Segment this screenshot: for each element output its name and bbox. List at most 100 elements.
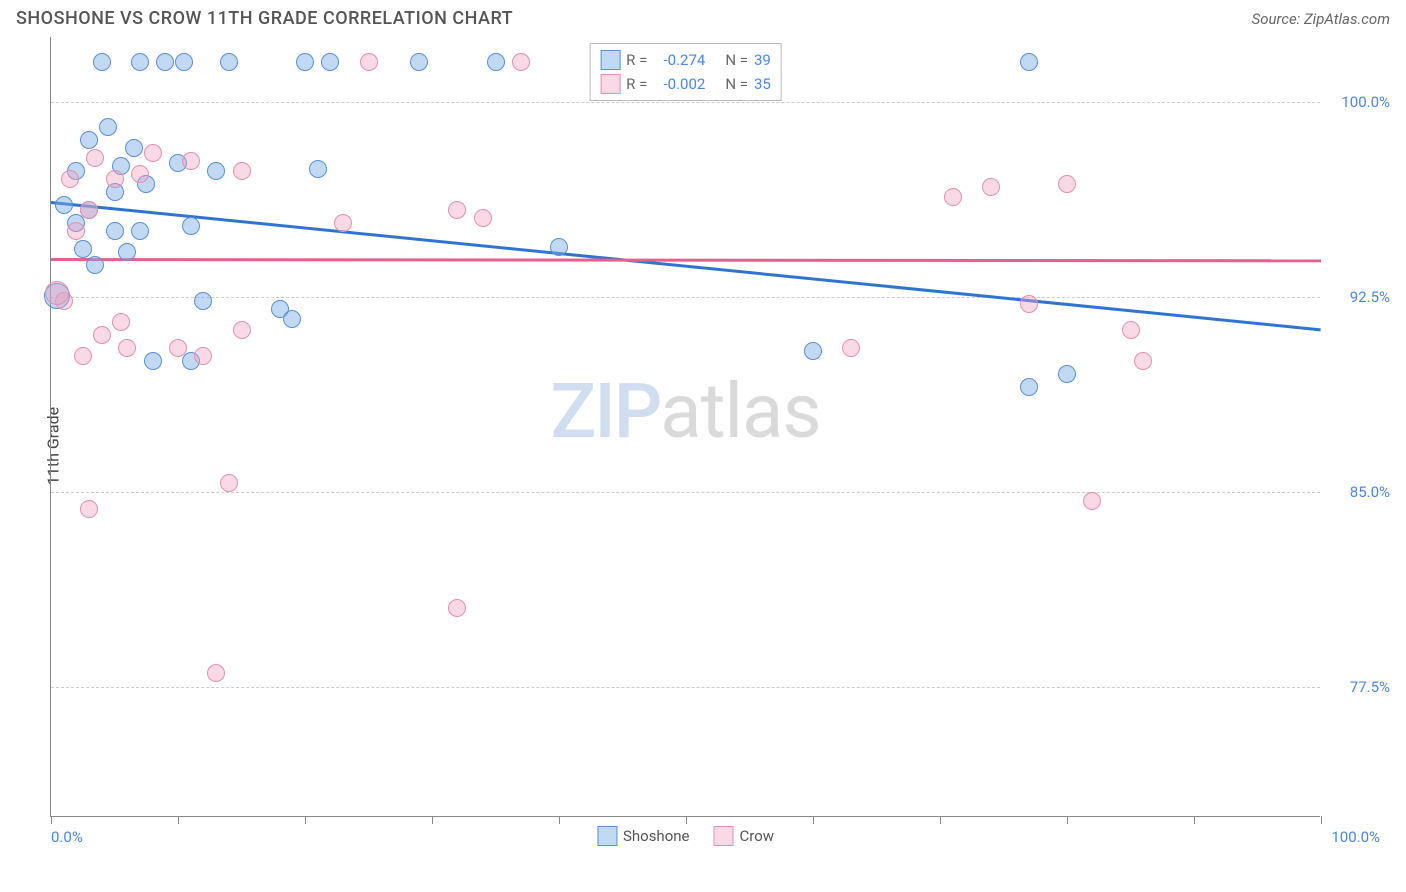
x-tick bbox=[305, 816, 306, 824]
data-point bbox=[1020, 53, 1038, 71]
data-point bbox=[1083, 492, 1101, 510]
trend-line bbox=[51, 258, 1321, 262]
data-point bbox=[842, 339, 860, 357]
data-point bbox=[448, 201, 466, 219]
data-point bbox=[194, 292, 212, 310]
data-point bbox=[194, 347, 212, 365]
legend-item: Crow bbox=[714, 826, 775, 846]
stat-r-value: -0.002 bbox=[653, 75, 705, 93]
data-point bbox=[144, 352, 162, 370]
data-point bbox=[1020, 378, 1038, 396]
x-tick bbox=[1067, 816, 1068, 824]
data-point bbox=[74, 240, 92, 258]
legend-swatch bbox=[597, 826, 617, 846]
stat-n-label: N = bbox=[725, 75, 748, 93]
x-tick bbox=[686, 816, 687, 824]
data-point bbox=[360, 53, 378, 71]
data-point bbox=[1058, 175, 1076, 193]
x-tick bbox=[432, 816, 433, 824]
data-point bbox=[309, 160, 327, 178]
data-point bbox=[80, 500, 98, 518]
x-tick bbox=[1321, 816, 1322, 824]
chart-title: SHOSHONE VS CROW 11TH GRADE CORRELATION … bbox=[16, 8, 513, 29]
data-point bbox=[182, 217, 200, 235]
y-tick-label: 77.5% bbox=[1330, 678, 1390, 696]
stats-legend-row: R = -0.274 N = 39 bbox=[600, 48, 771, 72]
data-point bbox=[61, 170, 79, 188]
trend-line bbox=[51, 201, 1321, 331]
scatter-chart: ZIPatlas 100.0%92.5%85.0%77.5%0.0%100.0%… bbox=[50, 37, 1320, 817]
data-point bbox=[169, 339, 187, 357]
legend-label: Shoshone bbox=[623, 827, 690, 845]
data-point bbox=[112, 313, 130, 331]
data-point bbox=[106, 222, 124, 240]
data-point bbox=[131, 53, 149, 71]
header: SHOSHONE VS CROW 11TH GRADE CORRELATION … bbox=[0, 0, 1406, 33]
source-label: Source: ZipAtlas.com bbox=[1252, 10, 1390, 28]
stats-legend: R = -0.274 N = 39R = -0.002 N = 35 bbox=[589, 43, 782, 101]
data-point bbox=[118, 339, 136, 357]
data-point bbox=[804, 342, 822, 360]
x-tick bbox=[940, 816, 941, 824]
legend-label: Crow bbox=[740, 827, 775, 845]
data-point bbox=[86, 256, 104, 274]
x-tick bbox=[178, 816, 179, 824]
stat-r-label: R = bbox=[626, 51, 647, 69]
data-point bbox=[233, 321, 251, 339]
data-point bbox=[182, 152, 200, 170]
watermark-atlas: atlas bbox=[660, 366, 820, 456]
gridline bbox=[51, 297, 1320, 298]
data-point bbox=[321, 53, 339, 71]
data-point bbox=[45, 281, 69, 305]
x-tick bbox=[813, 816, 814, 824]
x-tick bbox=[1194, 816, 1195, 824]
data-point bbox=[207, 664, 225, 682]
stat-n-value: 35 bbox=[754, 75, 771, 93]
data-point bbox=[106, 170, 124, 188]
data-point bbox=[118, 243, 136, 261]
legend-swatch bbox=[600, 74, 620, 94]
gridline bbox=[51, 102, 1320, 103]
y-tick-label: 100.0% bbox=[1330, 93, 1390, 111]
data-point bbox=[410, 53, 428, 71]
data-point bbox=[144, 144, 162, 162]
data-point bbox=[1058, 365, 1076, 383]
x-tick bbox=[51, 816, 52, 824]
data-point bbox=[125, 139, 143, 157]
data-point bbox=[334, 214, 352, 232]
watermark: ZIPatlas bbox=[550, 366, 820, 456]
legend-item: Shoshone bbox=[597, 826, 690, 846]
data-point bbox=[55, 196, 73, 214]
data-point bbox=[474, 209, 492, 227]
x-axis-max-label: 100.0% bbox=[1331, 828, 1380, 846]
gridline bbox=[51, 687, 1320, 688]
data-point bbox=[487, 53, 505, 71]
watermark-zip: ZIP bbox=[550, 366, 660, 456]
data-point bbox=[982, 178, 1000, 196]
data-point bbox=[220, 53, 238, 71]
x-tick bbox=[559, 816, 560, 824]
stat-n-value: 39 bbox=[754, 51, 771, 69]
data-point bbox=[944, 188, 962, 206]
data-point bbox=[512, 53, 530, 71]
stat-r-value: -0.274 bbox=[653, 51, 705, 69]
data-point bbox=[131, 165, 149, 183]
series-legend: Shoshone Crow bbox=[597, 826, 774, 846]
plot-area: ZIPatlas 100.0%92.5%85.0%77.5%0.0%100.0%… bbox=[51, 37, 1320, 816]
legend-swatch bbox=[714, 826, 734, 846]
data-point bbox=[93, 326, 111, 344]
data-point bbox=[283, 310, 301, 328]
stat-n-label: N = bbox=[725, 51, 748, 69]
data-point bbox=[74, 347, 92, 365]
data-point bbox=[175, 53, 193, 71]
stats-legend-row: R =-0.002N =35 bbox=[600, 72, 771, 96]
data-point bbox=[86, 149, 104, 167]
legend-swatch bbox=[600, 50, 620, 70]
data-point bbox=[1134, 352, 1152, 370]
data-point bbox=[67, 222, 85, 240]
data-point bbox=[131, 222, 149, 240]
y-tick-label: 92.5% bbox=[1330, 288, 1390, 306]
y-tick-label: 85.0% bbox=[1330, 483, 1390, 501]
data-point bbox=[448, 599, 466, 617]
data-point bbox=[156, 53, 174, 71]
